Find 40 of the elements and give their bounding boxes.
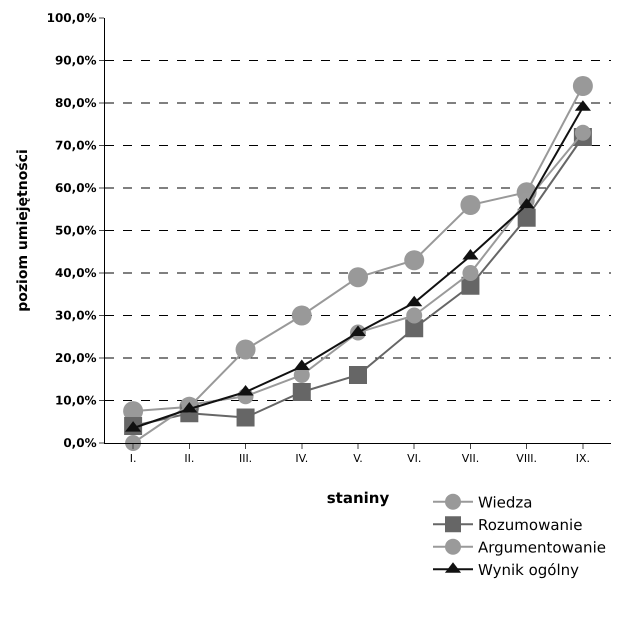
legend-label: Wiedza bbox=[478, 494, 532, 512]
point bbox=[125, 435, 142, 451]
x-tick-label: VII. bbox=[462, 452, 480, 466]
x-tick-label: VIII. bbox=[516, 452, 538, 466]
y-axis-title: poziom umiejętności bbox=[15, 149, 32, 312]
point bbox=[292, 383, 311, 401]
x-tick-label: IV. bbox=[295, 452, 308, 466]
legend-label: Rozumowanie bbox=[478, 516, 582, 534]
y-tick-label: 60,0% bbox=[54, 181, 97, 196]
y-tick-label: 90,0% bbox=[54, 54, 97, 68]
x-tick-label: IX. bbox=[576, 452, 590, 466]
x-tick-label: V. bbox=[353, 452, 363, 466]
point bbox=[236, 408, 255, 426]
y-tick-label: 0,0% bbox=[63, 436, 97, 450]
y-tick-label: 40,0% bbox=[54, 266, 97, 280]
x-tick-label: I. bbox=[130, 452, 136, 466]
y-tick-label: 100,0% bbox=[46, 11, 97, 26]
point bbox=[518, 208, 536, 227]
point bbox=[348, 267, 368, 288]
point bbox=[236, 340, 256, 360]
x-tick-label: VI. bbox=[407, 452, 422, 466]
point bbox=[572, 76, 593, 96]
y-tick-label: 80,0% bbox=[54, 96, 97, 110]
y-tick-label: 10,0% bbox=[54, 394, 97, 408]
point bbox=[460, 195, 480, 215]
point bbox=[404, 250, 424, 270]
y-tick-label: 20,0% bbox=[54, 351, 97, 366]
x-tick-label: III. bbox=[238, 452, 252, 466]
point bbox=[462, 265, 478, 281]
y-tick-label: 70,0% bbox=[54, 138, 97, 153]
point bbox=[292, 306, 312, 326]
x-tick-label: II. bbox=[184, 452, 194, 466]
point bbox=[574, 124, 591, 141]
legend-label: Argumentowanie bbox=[478, 538, 606, 557]
legend-label: Wynik ogólny bbox=[478, 561, 580, 580]
x-axis-title: staniny bbox=[326, 489, 390, 508]
y-tick-label: 50,0% bbox=[54, 224, 97, 238]
y-tick-label: 30,0% bbox=[54, 308, 97, 323]
point bbox=[349, 366, 367, 384]
point bbox=[406, 308, 422, 324]
